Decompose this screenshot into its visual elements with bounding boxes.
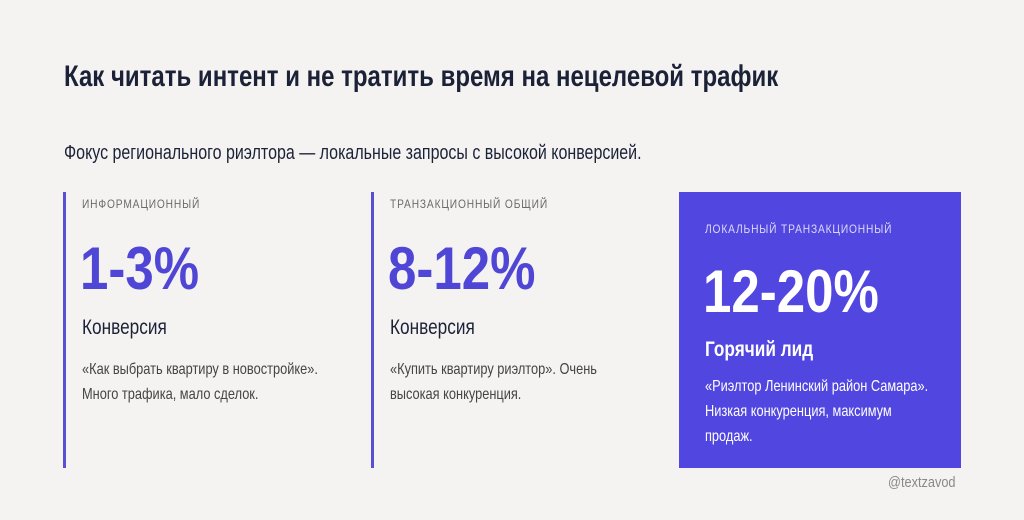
card-value: 8-12%	[388, 235, 536, 302]
card-accent	[371, 192, 374, 468]
watermark: @textzavod	[888, 474, 956, 491]
card-caption: Конверсия	[390, 316, 475, 339]
title: Как читать интент и не тратить время на …	[64, 60, 779, 93]
highlight-card	[679, 192, 961, 468]
card-value: 1-3%	[80, 235, 200, 302]
card-label: ЛОКАЛЬНЫЙ ТРАНЗАКЦИОННЫЙ	[705, 222, 893, 236]
card-value: 12-20%	[703, 258, 879, 325]
card-label: ИНФОРМАЦИОННЫЙ	[82, 197, 201, 211]
card-description: «Риэлтор Ленинский район Самара». Низкая…	[705, 378, 929, 445]
subtitle: Фокус регионального риэлтора — локальные…	[64, 142, 642, 164]
card-caption: Горячий лид	[705, 338, 814, 361]
card-caption: Конверсия	[82, 316, 167, 339]
card-description: «Купить квартиру риэлтор». Очень высокая…	[390, 361, 597, 403]
card-label: ТРАНЗАКЦИОННЫЙ ОБЩИЙ	[390, 197, 549, 211]
card-accent	[63, 192, 66, 468]
card-description: «Как выбрать квартиру в новостройке». Мн…	[82, 361, 318, 403]
